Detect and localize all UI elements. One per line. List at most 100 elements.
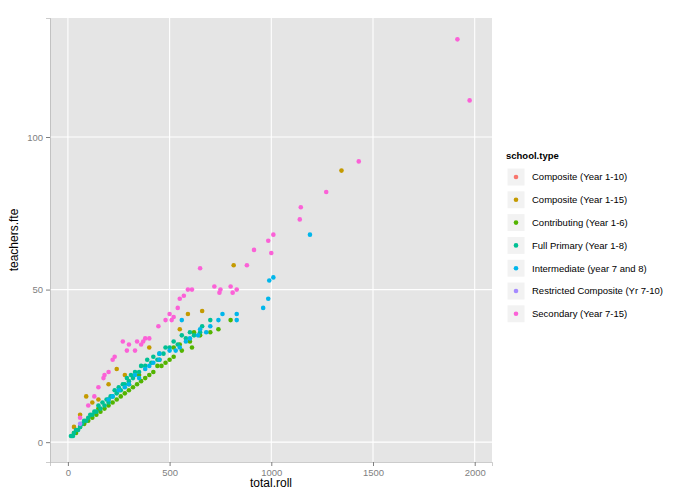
- point: [157, 351, 162, 356]
- point: [245, 263, 250, 268]
- grid-line: [50, 136, 492, 137]
- point: [156, 324, 161, 329]
- grid-line: [50, 442, 492, 443]
- point: [161, 351, 166, 356]
- point: [188, 336, 193, 341]
- point: [96, 385, 101, 390]
- point: [177, 296, 182, 301]
- point: [204, 330, 209, 335]
- point: [261, 306, 266, 311]
- point: [157, 357, 162, 362]
- legend-label: Composite (Year 1-15): [532, 194, 627, 205]
- point: [135, 339, 140, 344]
- point: [101, 376, 106, 381]
- point: [308, 232, 313, 237]
- point: [71, 434, 76, 439]
- point: [112, 388, 117, 393]
- tick-label: 50: [32, 284, 43, 295]
- point: [298, 205, 303, 210]
- point: [167, 312, 172, 317]
- points: [69, 37, 472, 438]
- grid-line: [67, 18, 68, 462]
- point: [127, 342, 132, 347]
- point: [116, 388, 121, 393]
- tick-label: 1500: [363, 467, 384, 478]
- point: [271, 275, 276, 280]
- point: [100, 400, 105, 405]
- point: [121, 339, 126, 344]
- legend-key: [507, 282, 525, 300]
- point: [133, 348, 138, 353]
- legend-marker: [514, 175, 519, 180]
- point: [118, 394, 123, 399]
- point: [110, 394, 115, 399]
- point: [266, 296, 271, 301]
- series: [78, 422, 83, 427]
- tick-label: 0: [38, 437, 43, 448]
- point: [114, 397, 119, 402]
- point: [173, 348, 178, 353]
- point: [106, 397, 111, 402]
- point: [90, 400, 95, 405]
- point: [151, 354, 156, 359]
- legend-label: Restricted Composite (Yr 7-10): [532, 285, 663, 296]
- tick-mark: [271, 462, 272, 466]
- point: [86, 403, 91, 408]
- legend-key: [507, 259, 525, 277]
- legend-label: Intermediate (year 7 and 8): [532, 263, 647, 274]
- point: [110, 400, 115, 405]
- x-axis-title: total.roll: [250, 476, 292, 490]
- point: [175, 306, 180, 311]
- point: [96, 403, 101, 408]
- point: [269, 251, 274, 256]
- point: [180, 333, 185, 338]
- tick-mark: [46, 137, 50, 138]
- plot-background: [50, 18, 492, 462]
- point: [217, 290, 222, 295]
- point: [177, 327, 182, 332]
- point: [271, 232, 276, 237]
- legend-label: Composite (Year 1-10): [532, 171, 627, 182]
- point: [131, 385, 136, 390]
- point: [184, 339, 189, 344]
- point: [182, 293, 187, 298]
- y-axis-title: teachers.fte: [7, 208, 21, 271]
- point: [114, 367, 119, 372]
- grid-line: [50, 289, 492, 290]
- series: [78, 37, 472, 420]
- tick-mark: [46, 290, 50, 291]
- point: [267, 278, 272, 283]
- point: [145, 357, 150, 362]
- legend-marker: [514, 220, 519, 225]
- point: [186, 287, 191, 292]
- point: [151, 361, 156, 366]
- legend-key: [507, 191, 525, 209]
- point: [78, 415, 83, 420]
- point: [110, 394, 115, 399]
- chart: 0500100015002000050100total.rollteachers…: [0, 0, 700, 500]
- point: [234, 318, 239, 323]
- series: [69, 318, 213, 439]
- point: [252, 248, 257, 253]
- point: [147, 364, 152, 369]
- legend-key: [507, 168, 525, 186]
- point: [198, 327, 203, 332]
- point: [78, 422, 83, 427]
- point: [133, 373, 138, 378]
- legend-title: school.type: [506, 150, 559, 161]
- series: [106, 232, 312, 401]
- point: [171, 354, 176, 359]
- point: [200, 309, 205, 314]
- point: [92, 394, 97, 399]
- point: [228, 318, 233, 323]
- point: [216, 327, 221, 332]
- legend-label: Full Primary (Year 1-8): [532, 240, 627, 251]
- point: [234, 312, 239, 317]
- point: [139, 342, 144, 347]
- point: [167, 357, 172, 362]
- point: [163, 318, 168, 323]
- point: [106, 382, 111, 387]
- point: [143, 367, 148, 372]
- grid: [50, 18, 492, 462]
- legend-marker: [514, 289, 519, 294]
